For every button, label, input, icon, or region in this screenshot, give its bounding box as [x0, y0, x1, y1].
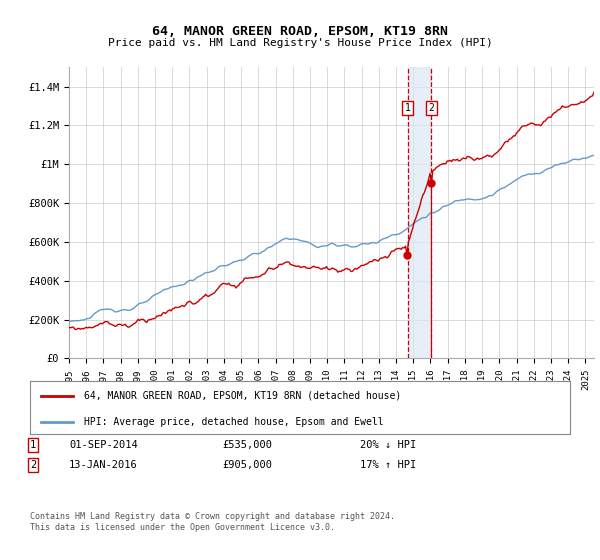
- Text: 2: 2: [428, 103, 434, 113]
- Text: 13-JAN-2016: 13-JAN-2016: [69, 460, 138, 470]
- Text: Price paid vs. HM Land Registry's House Price Index (HPI): Price paid vs. HM Land Registry's House …: [107, 38, 493, 48]
- Text: £905,000: £905,000: [222, 460, 272, 470]
- Text: 17% ↑ HPI: 17% ↑ HPI: [360, 460, 416, 470]
- Text: Contains HM Land Registry data © Crown copyright and database right 2024.
This d: Contains HM Land Registry data © Crown c…: [30, 512, 395, 532]
- Bar: [407, 67, 431, 358]
- Text: HPI: Average price, detached house, Epsom and Ewell: HPI: Average price, detached house, Epso…: [84, 417, 383, 427]
- Text: 64, MANOR GREEN ROAD, EPSOM, KT19 8RN (detached house): 64, MANOR GREEN ROAD, EPSOM, KT19 8RN (d…: [84, 391, 401, 401]
- Text: 20% ↓ HPI: 20% ↓ HPI: [360, 440, 416, 450]
- Text: 64, MANOR GREEN ROAD, EPSOM, KT19 8RN: 64, MANOR GREEN ROAD, EPSOM, KT19 8RN: [152, 25, 448, 38]
- Text: 01-SEP-2014: 01-SEP-2014: [69, 440, 138, 450]
- Text: 1: 1: [404, 103, 410, 113]
- Text: 1: 1: [30, 440, 36, 450]
- Text: 2: 2: [30, 460, 36, 470]
- Text: £535,000: £535,000: [222, 440, 272, 450]
